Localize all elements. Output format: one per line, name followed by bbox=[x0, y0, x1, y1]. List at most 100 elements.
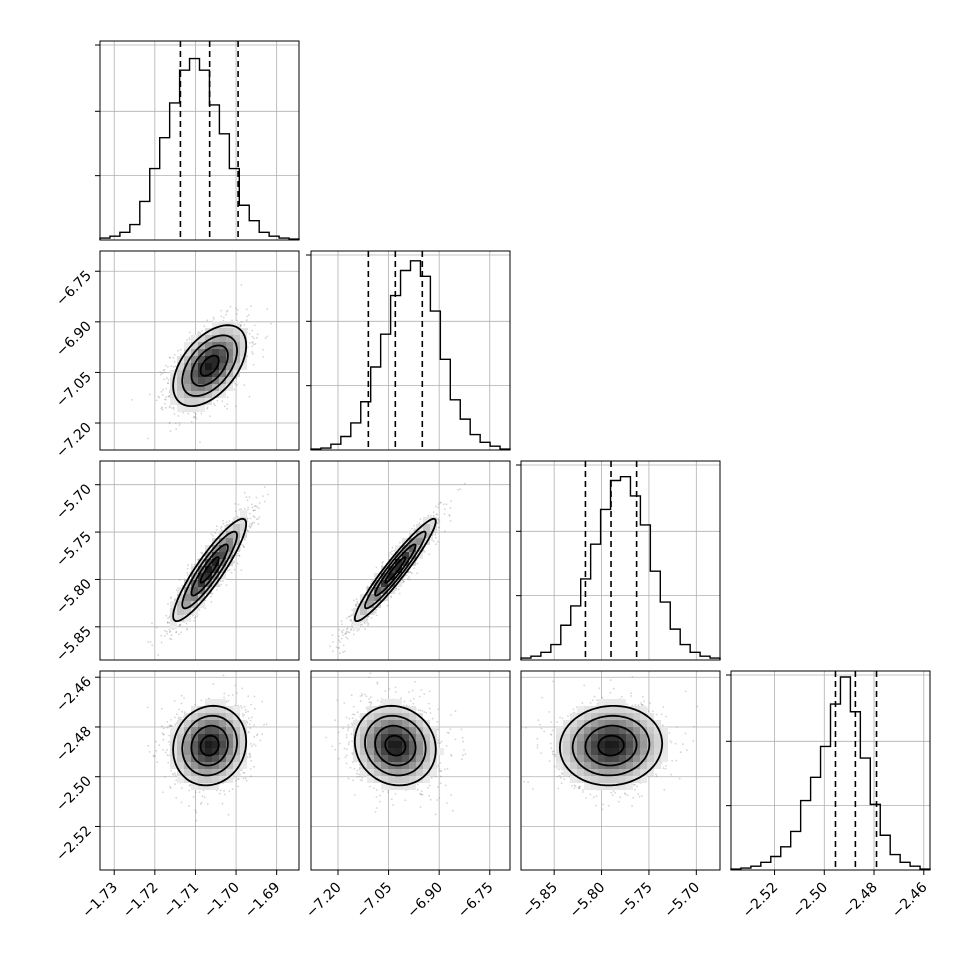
scatter-point bbox=[167, 395, 170, 398]
scatter-point bbox=[432, 514, 435, 517]
scatter-point bbox=[247, 529, 250, 532]
scatter-point bbox=[226, 309, 229, 312]
scatter-point bbox=[198, 331, 201, 334]
scatter-point bbox=[170, 638, 173, 641]
scatter-point bbox=[240, 284, 243, 286]
scatter-point bbox=[168, 406, 171, 409]
scatter-point bbox=[434, 536, 437, 539]
scatter-point bbox=[238, 554, 241, 557]
scatter-point bbox=[200, 412, 203, 415]
scatter-point bbox=[222, 580, 224, 582]
scatter-point bbox=[188, 338, 191, 341]
scatter-point bbox=[250, 524, 253, 527]
scatter-point bbox=[178, 422, 181, 424]
scatter-point bbox=[236, 554, 238, 557]
scatter-point bbox=[216, 399, 219, 402]
scatter-point bbox=[243, 384, 246, 387]
scatter-point bbox=[245, 308, 248, 311]
scatter-point bbox=[168, 628, 171, 631]
scatter-point bbox=[264, 337, 267, 340]
scatter-point bbox=[177, 349, 179, 352]
scatter-point bbox=[341, 623, 343, 626]
scatter-point bbox=[234, 405, 237, 408]
scatter-point bbox=[163, 369, 166, 371]
scatter-point bbox=[434, 505, 437, 508]
scatter-point bbox=[164, 635, 166, 637]
scatter-point bbox=[345, 617, 348, 620]
histogram-step bbox=[520, 475, 721, 660]
scatter-point bbox=[216, 589, 218, 591]
scatter-point bbox=[186, 628, 188, 631]
scatter-point bbox=[255, 336, 258, 339]
scatter-point bbox=[331, 634, 334, 637]
scatter-point bbox=[187, 412, 190, 415]
scatter-point bbox=[220, 525, 223, 528]
scatter-point bbox=[331, 650, 334, 653]
scatter-point bbox=[213, 318, 215, 320]
scatter-point bbox=[258, 502, 261, 504]
scatter-point bbox=[198, 609, 201, 611]
scatter-point bbox=[252, 509, 255, 512]
scatter-point bbox=[249, 719, 252, 722]
scatter-point bbox=[443, 513, 446, 515]
scatter-point bbox=[390, 553, 393, 555]
scatter-point bbox=[234, 510, 237, 513]
density-cell bbox=[177, 391, 184, 398]
scatter-point bbox=[449, 507, 452, 509]
scatter-point bbox=[159, 373, 162, 376]
scatter-point bbox=[151, 622, 153, 625]
scatter-point bbox=[229, 305, 232, 308]
scatter-point bbox=[163, 371, 166, 374]
scatter-point bbox=[235, 307, 237, 310]
scatter-point bbox=[247, 508, 249, 511]
scatter-point bbox=[419, 518, 422, 520]
scatter-point bbox=[161, 406, 163, 409]
density-cell bbox=[177, 405, 184, 412]
scatter-point bbox=[435, 513, 438, 515]
scatter-point bbox=[222, 519, 224, 522]
scatter-point bbox=[160, 641, 163, 644]
scatter-point bbox=[346, 627, 349, 629]
scatter-point bbox=[254, 343, 257, 345]
scatter-point bbox=[263, 486, 266, 488]
scatter-point bbox=[252, 343, 255, 346]
scatter-point bbox=[236, 562, 239, 565]
scatter-point bbox=[215, 529, 218, 531]
scatter-point bbox=[155, 626, 158, 629]
scatter-point bbox=[416, 562, 419, 565]
density-cell bbox=[184, 370, 191, 377]
y-tick-label: −5.80 bbox=[53, 576, 95, 618]
scatter-point bbox=[164, 364, 167, 367]
scatter-point bbox=[347, 615, 350, 618]
scatter-point bbox=[155, 399, 158, 402]
scatter-point bbox=[240, 321, 243, 323]
scatter-point bbox=[166, 632, 169, 635]
scatter-point bbox=[437, 517, 439, 520]
scatter-point bbox=[352, 599, 355, 602]
scatter-point bbox=[253, 324, 256, 327]
histogram-step bbox=[99, 57, 300, 240]
scatter-point bbox=[169, 356, 172, 359]
y-tick-label: −7.05 bbox=[53, 369, 95, 411]
scatter-point bbox=[170, 634, 173, 637]
scatter-point bbox=[249, 526, 252, 529]
scatter-point bbox=[131, 399, 134, 401]
scatter-point bbox=[157, 395, 160, 398]
scatter-point bbox=[187, 564, 189, 567]
scatter-point bbox=[169, 630, 172, 633]
scatter-point bbox=[173, 354, 176, 356]
scatter-point bbox=[350, 628, 352, 630]
scatter-point bbox=[165, 387, 168, 390]
density-cell bbox=[226, 342, 233, 349]
scatter-point bbox=[350, 620, 353, 623]
density-cell bbox=[170, 622, 177, 629]
scatter-point bbox=[186, 574, 189, 576]
scatter-point bbox=[241, 713, 244, 715]
scatter-point bbox=[237, 552, 240, 555]
scatter-point bbox=[251, 329, 254, 332]
scatter-point bbox=[212, 316, 215, 319]
scatter-point bbox=[450, 500, 452, 502]
scatter-point bbox=[338, 628, 340, 631]
scatter-point bbox=[161, 372, 164, 375]
scatter-point bbox=[342, 629, 345, 632]
